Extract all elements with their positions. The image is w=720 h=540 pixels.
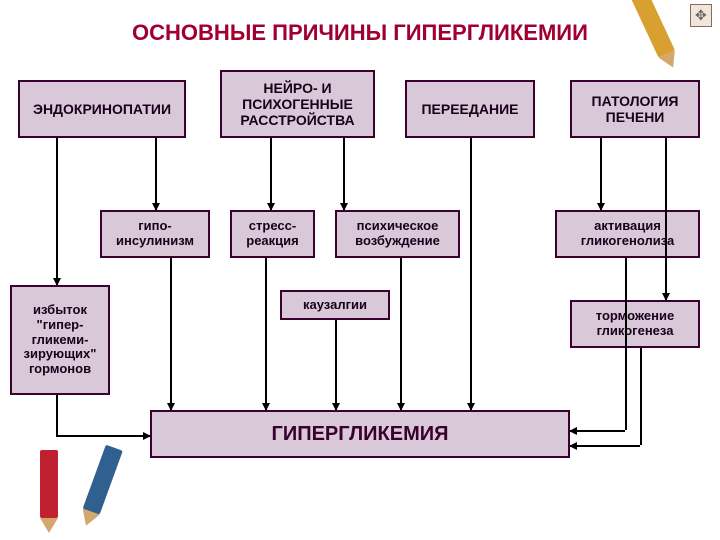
box-hyperglycemia: ГИПЕРГЛИКЕМИЯ (150, 410, 570, 458)
pencil-blue (75, 445, 123, 536)
box-glycogenesis-inhibition: торможение гликогенеза (570, 300, 700, 348)
box-endocrinopathies: ЭНДОКРИНОПАТИИ (18, 80, 186, 138)
box-hypoinsulinism: гипо-инсулинизм (100, 210, 210, 258)
box-overeating: ПЕРЕЕДАНИЕ (405, 80, 535, 138)
box-hormone-excess: избыток "гипер-гликеми-зирующих" гормоно… (10, 285, 110, 395)
pencil-red (40, 450, 58, 540)
box-psych-excitation: психическое возбуждение (335, 210, 460, 258)
box-stress-reaction: стресс-реакция (230, 210, 315, 258)
box-glycogenolysis-activation: активация гликогенолиза (555, 210, 700, 258)
box-neuro-psycho: НЕЙРО- И ПСИХОГЕННЫЕ РАССТРОЙСТВА (220, 70, 375, 138)
box-liver-pathology: ПАТОЛОГИЯ ПЕЧЕНИ (570, 80, 700, 138)
corner-icon: ✥ (690, 4, 712, 27)
page-title: ОСНОВНЫЕ ПРИЧИНЫ ГИПЕРГЛИКЕМИИ (0, 20, 720, 46)
box-causalgia: каузалгии (280, 290, 390, 320)
